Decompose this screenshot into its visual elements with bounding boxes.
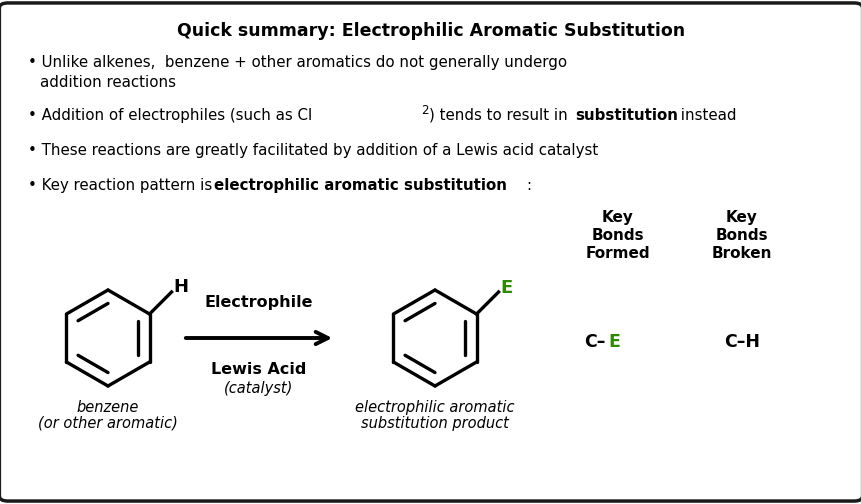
Text: instead: instead [675, 108, 735, 123]
Text: Quick summary: Electrophilic Aromatic Substitution: Quick summary: Electrophilic Aromatic Su… [177, 22, 684, 40]
Text: addition reactions: addition reactions [40, 75, 176, 90]
FancyBboxPatch shape [0, 3, 861, 501]
Text: Bonds: Bonds [715, 228, 767, 243]
Text: substitution: substitution [574, 108, 677, 123]
Text: (catalyst): (catalyst) [224, 381, 294, 396]
Text: Lewis Acid: Lewis Acid [211, 362, 307, 377]
Text: C–H: C–H [723, 333, 759, 351]
Text: E: E [607, 333, 619, 351]
Text: 2: 2 [420, 104, 428, 117]
Text: • Addition of electrophiles (such as Cl: • Addition of electrophiles (such as Cl [28, 108, 312, 123]
Text: • Key reaction pattern is: • Key reaction pattern is [28, 178, 217, 193]
Text: Bonds: Bonds [591, 228, 643, 243]
Text: Broken: Broken [711, 246, 771, 261]
Text: Key: Key [725, 210, 757, 225]
Text: :: : [525, 178, 530, 193]
Text: H: H [173, 278, 189, 296]
Text: • These reactions are greatly facilitated by addition of a Lewis acid catalyst: • These reactions are greatly facilitate… [28, 143, 598, 158]
Text: • Unlike alkenes,  benzene + other aromatics do not generally undergo: • Unlike alkenes, benzene + other aromat… [28, 55, 567, 70]
Text: ) tends to result in: ) tends to result in [429, 108, 572, 123]
Text: E: E [500, 279, 512, 297]
Text: substitution product: substitution product [361, 416, 508, 431]
Text: Formed: Formed [585, 246, 649, 261]
Text: (or other aromatic): (or other aromatic) [38, 416, 177, 431]
Text: benzene: benzene [77, 400, 139, 415]
Text: electrophilic aromatic substitution: electrophilic aromatic substitution [214, 178, 506, 193]
Text: C–: C– [584, 333, 605, 351]
Text: Electrophile: Electrophile [205, 295, 313, 310]
Text: electrophilic aromatic: electrophilic aromatic [355, 400, 514, 415]
Text: Key: Key [601, 210, 633, 225]
